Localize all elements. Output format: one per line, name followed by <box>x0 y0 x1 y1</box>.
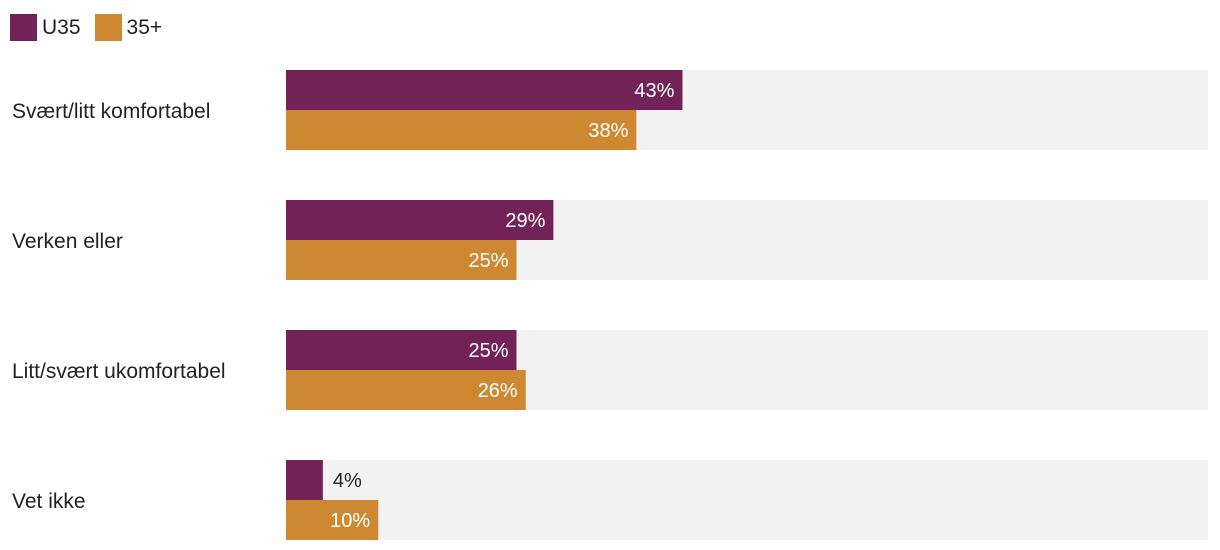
data-label: 10% <box>330 510 370 532</box>
bar <box>286 110 637 150</box>
category-label: Litt/svært ukomfortabel <box>12 360 226 383</box>
bar <box>286 70 683 110</box>
category-label: Verken eller <box>12 230 123 253</box>
bar <box>286 460 323 500</box>
data-label: 25% <box>468 250 508 272</box>
bar <box>286 240 517 280</box>
legend-swatch-u35 <box>10 14 37 41</box>
category-label: Svært/litt komfortabel <box>12 100 210 123</box>
legend-label-u35: U35 <box>42 15 81 39</box>
category-label: Vet ikke <box>12 490 86 513</box>
legend-label-35plus: 35+ <box>126 15 163 39</box>
legend: U35 35+ <box>10 14 176 41</box>
data-label: 38% <box>588 120 628 142</box>
legend-swatch-35plus <box>94 14 122 41</box>
bar <box>286 370 526 410</box>
bar <box>286 200 554 240</box>
data-label: 29% <box>505 210 545 232</box>
legend-item-35plus: 35+ <box>94 14 163 41</box>
legend-item-u35: U35 <box>10 14 81 41</box>
data-label: 26% <box>478 380 518 402</box>
bar-track <box>286 460 1208 540</box>
bar <box>286 500 379 540</box>
data-label: 25% <box>468 340 508 362</box>
data-label: 43% <box>634 80 674 102</box>
bar <box>286 330 517 370</box>
data-label: 4% <box>333 470 362 492</box>
